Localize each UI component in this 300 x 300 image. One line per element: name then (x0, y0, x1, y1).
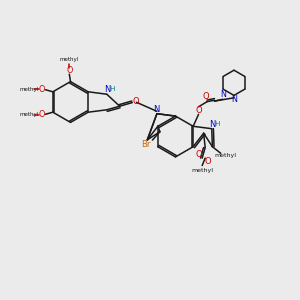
Text: methyl: methyl (191, 168, 213, 173)
Text: O: O (38, 85, 45, 94)
Text: N: N (104, 85, 110, 94)
Text: methyl: methyl (215, 153, 237, 158)
Text: methyl: methyl (19, 112, 38, 117)
Text: N: N (153, 105, 160, 114)
Text: N: N (220, 90, 226, 99)
Text: H: H (109, 86, 115, 92)
Text: N: N (209, 120, 215, 129)
Text: methyl: methyl (19, 87, 38, 92)
Text: O: O (195, 150, 202, 159)
Text: N: N (231, 95, 237, 104)
Text: O: O (196, 106, 202, 115)
Text: O: O (38, 110, 45, 119)
Text: Br: Br (141, 140, 151, 149)
Text: O: O (133, 97, 139, 106)
Text: O: O (202, 92, 209, 101)
Text: O: O (205, 158, 211, 166)
Text: methyl: methyl (60, 57, 79, 62)
Text: O: O (66, 66, 73, 75)
Text: H: H (214, 122, 220, 128)
